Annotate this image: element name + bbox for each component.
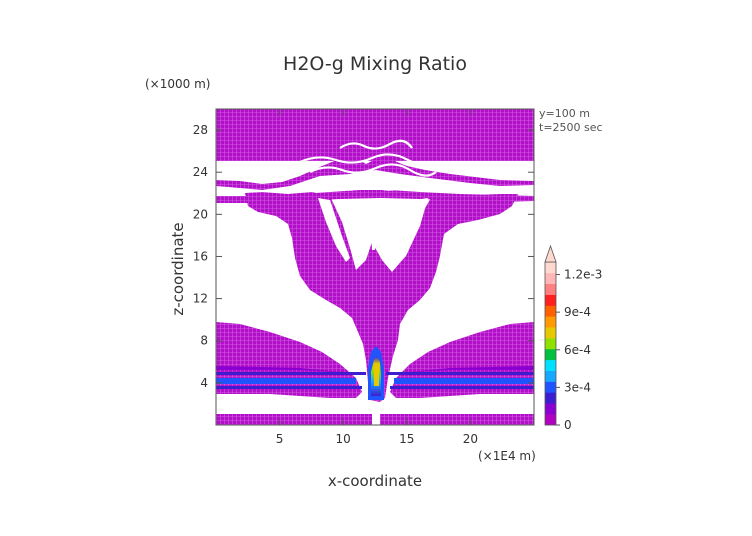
y-axis-label: z-coordinate bbox=[169, 222, 187, 315]
colorbar-label: 9e-4 bbox=[564, 305, 591, 319]
x-unit-label: (×1E4 m) bbox=[478, 449, 536, 463]
colorbar-swatch bbox=[545, 262, 556, 274]
chart-title: H2O-g Mixing Ratio bbox=[283, 53, 467, 75]
colorbar-swatch bbox=[545, 348, 556, 361]
y-tick-label: 28 bbox=[193, 123, 208, 137]
colorbar-label: 0 bbox=[564, 418, 572, 432]
colorbar: 0 3e-4 6e-4 9e-4 1.2e-3 bbox=[544, 244, 602, 432]
y-unit-label: (×1000 m) bbox=[145, 77, 210, 91]
colorbar-swatch bbox=[545, 403, 556, 415]
vapor-field bbox=[216, 109, 534, 425]
colorbar-swatch bbox=[545, 272, 556, 285]
colorbar-label: 6e-4 bbox=[564, 343, 591, 357]
colorbar-swatch bbox=[545, 294, 556, 306]
colorbar-label: 3e-4 bbox=[564, 380, 591, 394]
colorbar-swatch bbox=[545, 327, 556, 339]
annotation-t: t=2500 sec bbox=[539, 121, 603, 134]
x-ticks: 5 10 15 20 bbox=[276, 109, 478, 446]
annotation-y: y=100 m bbox=[539, 107, 590, 120]
x-tick-label: 5 bbox=[276, 432, 284, 446]
y-tick-label: 24 bbox=[193, 165, 208, 179]
lower-blue-streaks bbox=[216, 366, 534, 389]
colorbar-extend-arrow bbox=[544, 244, 557, 263]
core-peak bbox=[374, 366, 379, 386]
y-tick-label: 4 bbox=[200, 376, 208, 390]
canopy-lower-edge bbox=[216, 156, 534, 190]
y-tick-label: 16 bbox=[193, 249, 208, 263]
colorbar-swatch bbox=[545, 359, 556, 371]
x-tick-label: 20 bbox=[463, 432, 478, 446]
y-tick-label: 20 bbox=[193, 207, 208, 221]
colorbar-swatch bbox=[545, 392, 556, 404]
colorbar-swatch bbox=[545, 370, 556, 382]
plume-gaps bbox=[318, 198, 428, 262]
colorbar-swatch bbox=[545, 381, 556, 393]
colorbar-label: 1.2e-3 bbox=[564, 268, 602, 282]
colorbar-swatch bbox=[545, 305, 556, 317]
x-tick-label: 15 bbox=[399, 432, 414, 446]
wave-stripes bbox=[299, 139, 441, 192]
y-ticks: 4 8 12 16 20 24 28 bbox=[193, 123, 534, 390]
colorbar-swatch bbox=[545, 414, 556, 426]
colorbar-swatch bbox=[545, 316, 556, 328]
colorbar-swatch bbox=[545, 283, 556, 295]
x-tick-label: 10 bbox=[336, 432, 351, 446]
upper-vapor-layer bbox=[216, 109, 534, 161]
plot-frame bbox=[215, 108, 535, 426]
y-tick-label: 8 bbox=[200, 334, 208, 348]
colorbar-swatch bbox=[545, 338, 556, 350]
y-tick-label: 12 bbox=[193, 292, 208, 306]
surface-gap bbox=[372, 405, 380, 425]
x-axis-label: x-coordinate bbox=[328, 472, 422, 490]
updraft-plume bbox=[245, 192, 518, 402]
